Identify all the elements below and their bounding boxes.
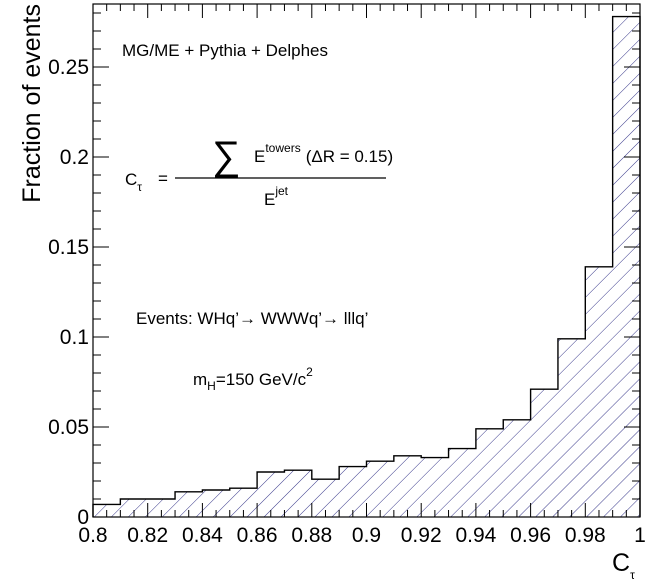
histogram-bin-15 bbox=[503, 419, 531, 517]
y-tick-label: 0.1 bbox=[60, 326, 89, 349]
mass-m: m bbox=[193, 370, 207, 389]
histogram-bin-6 bbox=[257, 472, 285, 517]
x-tick-label: 0.86 bbox=[237, 524, 278, 547]
y-tick-label: 0 bbox=[77, 506, 89, 529]
x-tick-label: 0.92 bbox=[401, 524, 442, 547]
histogram-bin-2 bbox=[147, 499, 176, 517]
x-tick-label: 0.94 bbox=[455, 524, 496, 547]
x-tick-label: 0.88 bbox=[291, 524, 332, 547]
x-axis-title: Cτ bbox=[612, 549, 635, 581]
y-tick-labels: 0 0.05 0.1 0.15 0.2 0.25 bbox=[48, 56, 89, 529]
histogram-bin-14 bbox=[475, 428, 504, 517]
histogram-bin-1 bbox=[120, 499, 148, 517]
formula-den-e: E bbox=[264, 190, 275, 209]
x-tick-label: 0.9 bbox=[352, 524, 381, 547]
mass-value: =150 GeV/c bbox=[216, 370, 307, 389]
formula-lhs: Cτ bbox=[125, 170, 142, 194]
y-tick-label: 0.05 bbox=[48, 416, 89, 439]
histogram-bin-13 bbox=[448, 448, 476, 517]
mass-sub: H bbox=[207, 379, 216, 393]
x-tick-label: 0.84 bbox=[182, 524, 223, 547]
histogram-bin-10 bbox=[366, 461, 394, 517]
x-tick-label: 0.96 bbox=[510, 524, 551, 547]
formula: Cτ = ∑ Etowers (ΔR = 0.15) Ejet bbox=[125, 134, 393, 209]
formula-numerator: Etowers (ΔR = 0.15) bbox=[254, 141, 393, 166]
formula-num-cond: (ΔR = 0.15) bbox=[306, 147, 393, 166]
formula-denominator: Ejet bbox=[264, 184, 289, 209]
y-tick-label: 0.15 bbox=[48, 236, 89, 259]
mass-label: mH=150 GeV/c2 bbox=[193, 365, 313, 393]
x-axis-title-sub: τ bbox=[630, 568, 635, 581]
histogram-outline bbox=[92, 15, 641, 517]
histogram-bin-7 bbox=[284, 470, 312, 517]
histogram-bin-18 bbox=[585, 266, 613, 517]
x-tick-labels: 0.8 0.82 0.84 0.86 0.88 0.9 0.92 0.94 0.96 0.98 1 bbox=[78, 524, 645, 547]
formula-sum: ∑ bbox=[212, 134, 241, 178]
histogram-bin-9 bbox=[339, 466, 367, 517]
axis-ticks bbox=[92, 4, 641, 518]
histogram-bin-11 bbox=[393, 455, 422, 517]
histogram-bars bbox=[93, 16, 640, 517]
x-axis-title-main: C bbox=[612, 549, 630, 577]
y-tick-label: 0.25 bbox=[48, 56, 89, 79]
y-axis-title: Fraction of events bbox=[18, 4, 46, 203]
histogram-bin-16 bbox=[530, 389, 558, 517]
y-tick-label: 0.2 bbox=[60, 146, 89, 169]
histogram-bin-12 bbox=[421, 457, 449, 517]
generator-label: MG/ME + Pythia + Delphes bbox=[122, 41, 328, 60]
x-tick-label: 1 bbox=[634, 524, 646, 547]
formula-num-e: E bbox=[254, 147, 265, 166]
x-tick-label: 0.8 bbox=[78, 524, 107, 547]
x-tick-label: 0.98 bbox=[565, 524, 606, 547]
mass-sup: 2 bbox=[306, 365, 313, 379]
x-tick-label: 0.82 bbox=[127, 524, 168, 547]
formula-lhs-c: C bbox=[125, 170, 137, 189]
formula-num-sup: towers bbox=[265, 141, 300, 155]
events-label: Events: WHq’→ WWWq’→ lllq’ bbox=[136, 309, 368, 328]
formula-den-sup: jet bbox=[274, 184, 288, 198]
formula-lhs-sub: τ bbox=[137, 180, 142, 194]
histogram-bin-17 bbox=[557, 338, 586, 517]
histogram-bin-19 bbox=[612, 16, 640, 517]
formula-equals: = bbox=[158, 169, 168, 188]
